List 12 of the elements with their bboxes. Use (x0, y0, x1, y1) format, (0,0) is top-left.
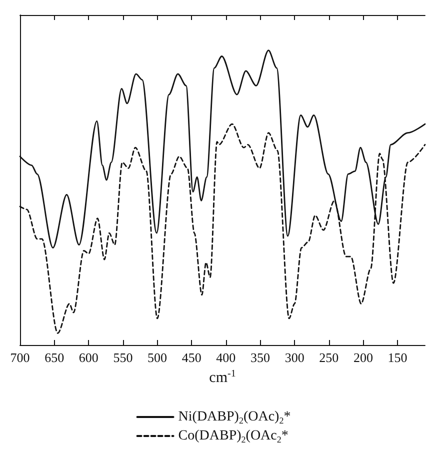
x-tick-label: 150 (388, 350, 408, 365)
x-tick-label: 350 (250, 350, 270, 365)
x-tick-label: 400 (216, 350, 236, 365)
x-tick-label: 200 (353, 350, 373, 365)
x-tick-label: 250 (319, 350, 339, 365)
x-tick-label: 600 (78, 350, 98, 365)
x-tick-label: 650 (44, 350, 64, 365)
x-tick-label: 550 (113, 350, 133, 365)
x-tick-label: 450 (182, 350, 202, 365)
x-tick-label: 700 (10, 350, 30, 365)
x-tick-label: 500 (148, 350, 168, 365)
x-tick-label: 300 (284, 350, 304, 365)
